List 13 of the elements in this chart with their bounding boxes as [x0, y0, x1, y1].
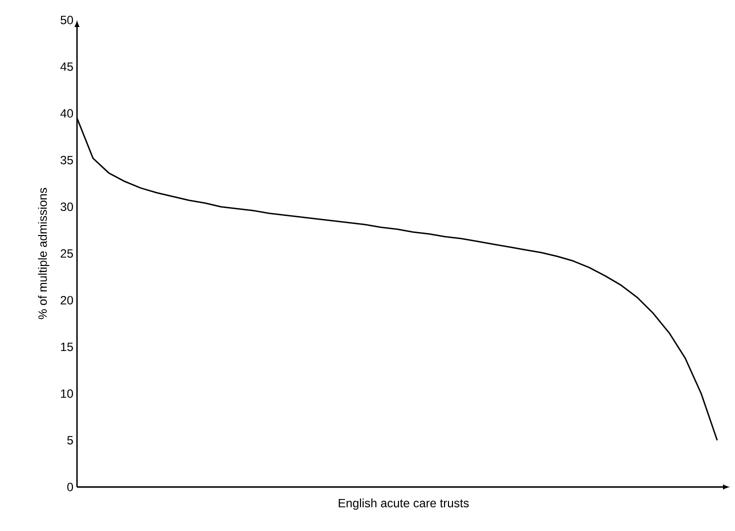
y-tick-label: 25	[60, 249, 73, 258]
y-tick-label: 45	[60, 62, 73, 71]
y-tick-label: 35	[60, 156, 73, 164]
y-tick-label: 30	[60, 202, 74, 212]
y-tick-label: 5	[67, 436, 73, 444]
y-axis-title: % of multiple admissions	[38, 188, 50, 320]
y-tick-label: 50	[60, 16, 74, 24]
y-tick-label: 10	[61, 389, 74, 398]
y-tick-label: 0	[67, 482, 74, 492]
y-tick-label: 15	[61, 342, 73, 352]
y-tick-label: 20	[60, 296, 74, 304]
x-axis-title: English acute care trusts	[338, 498, 469, 510]
y-tick-label: 40	[60, 109, 74, 118]
